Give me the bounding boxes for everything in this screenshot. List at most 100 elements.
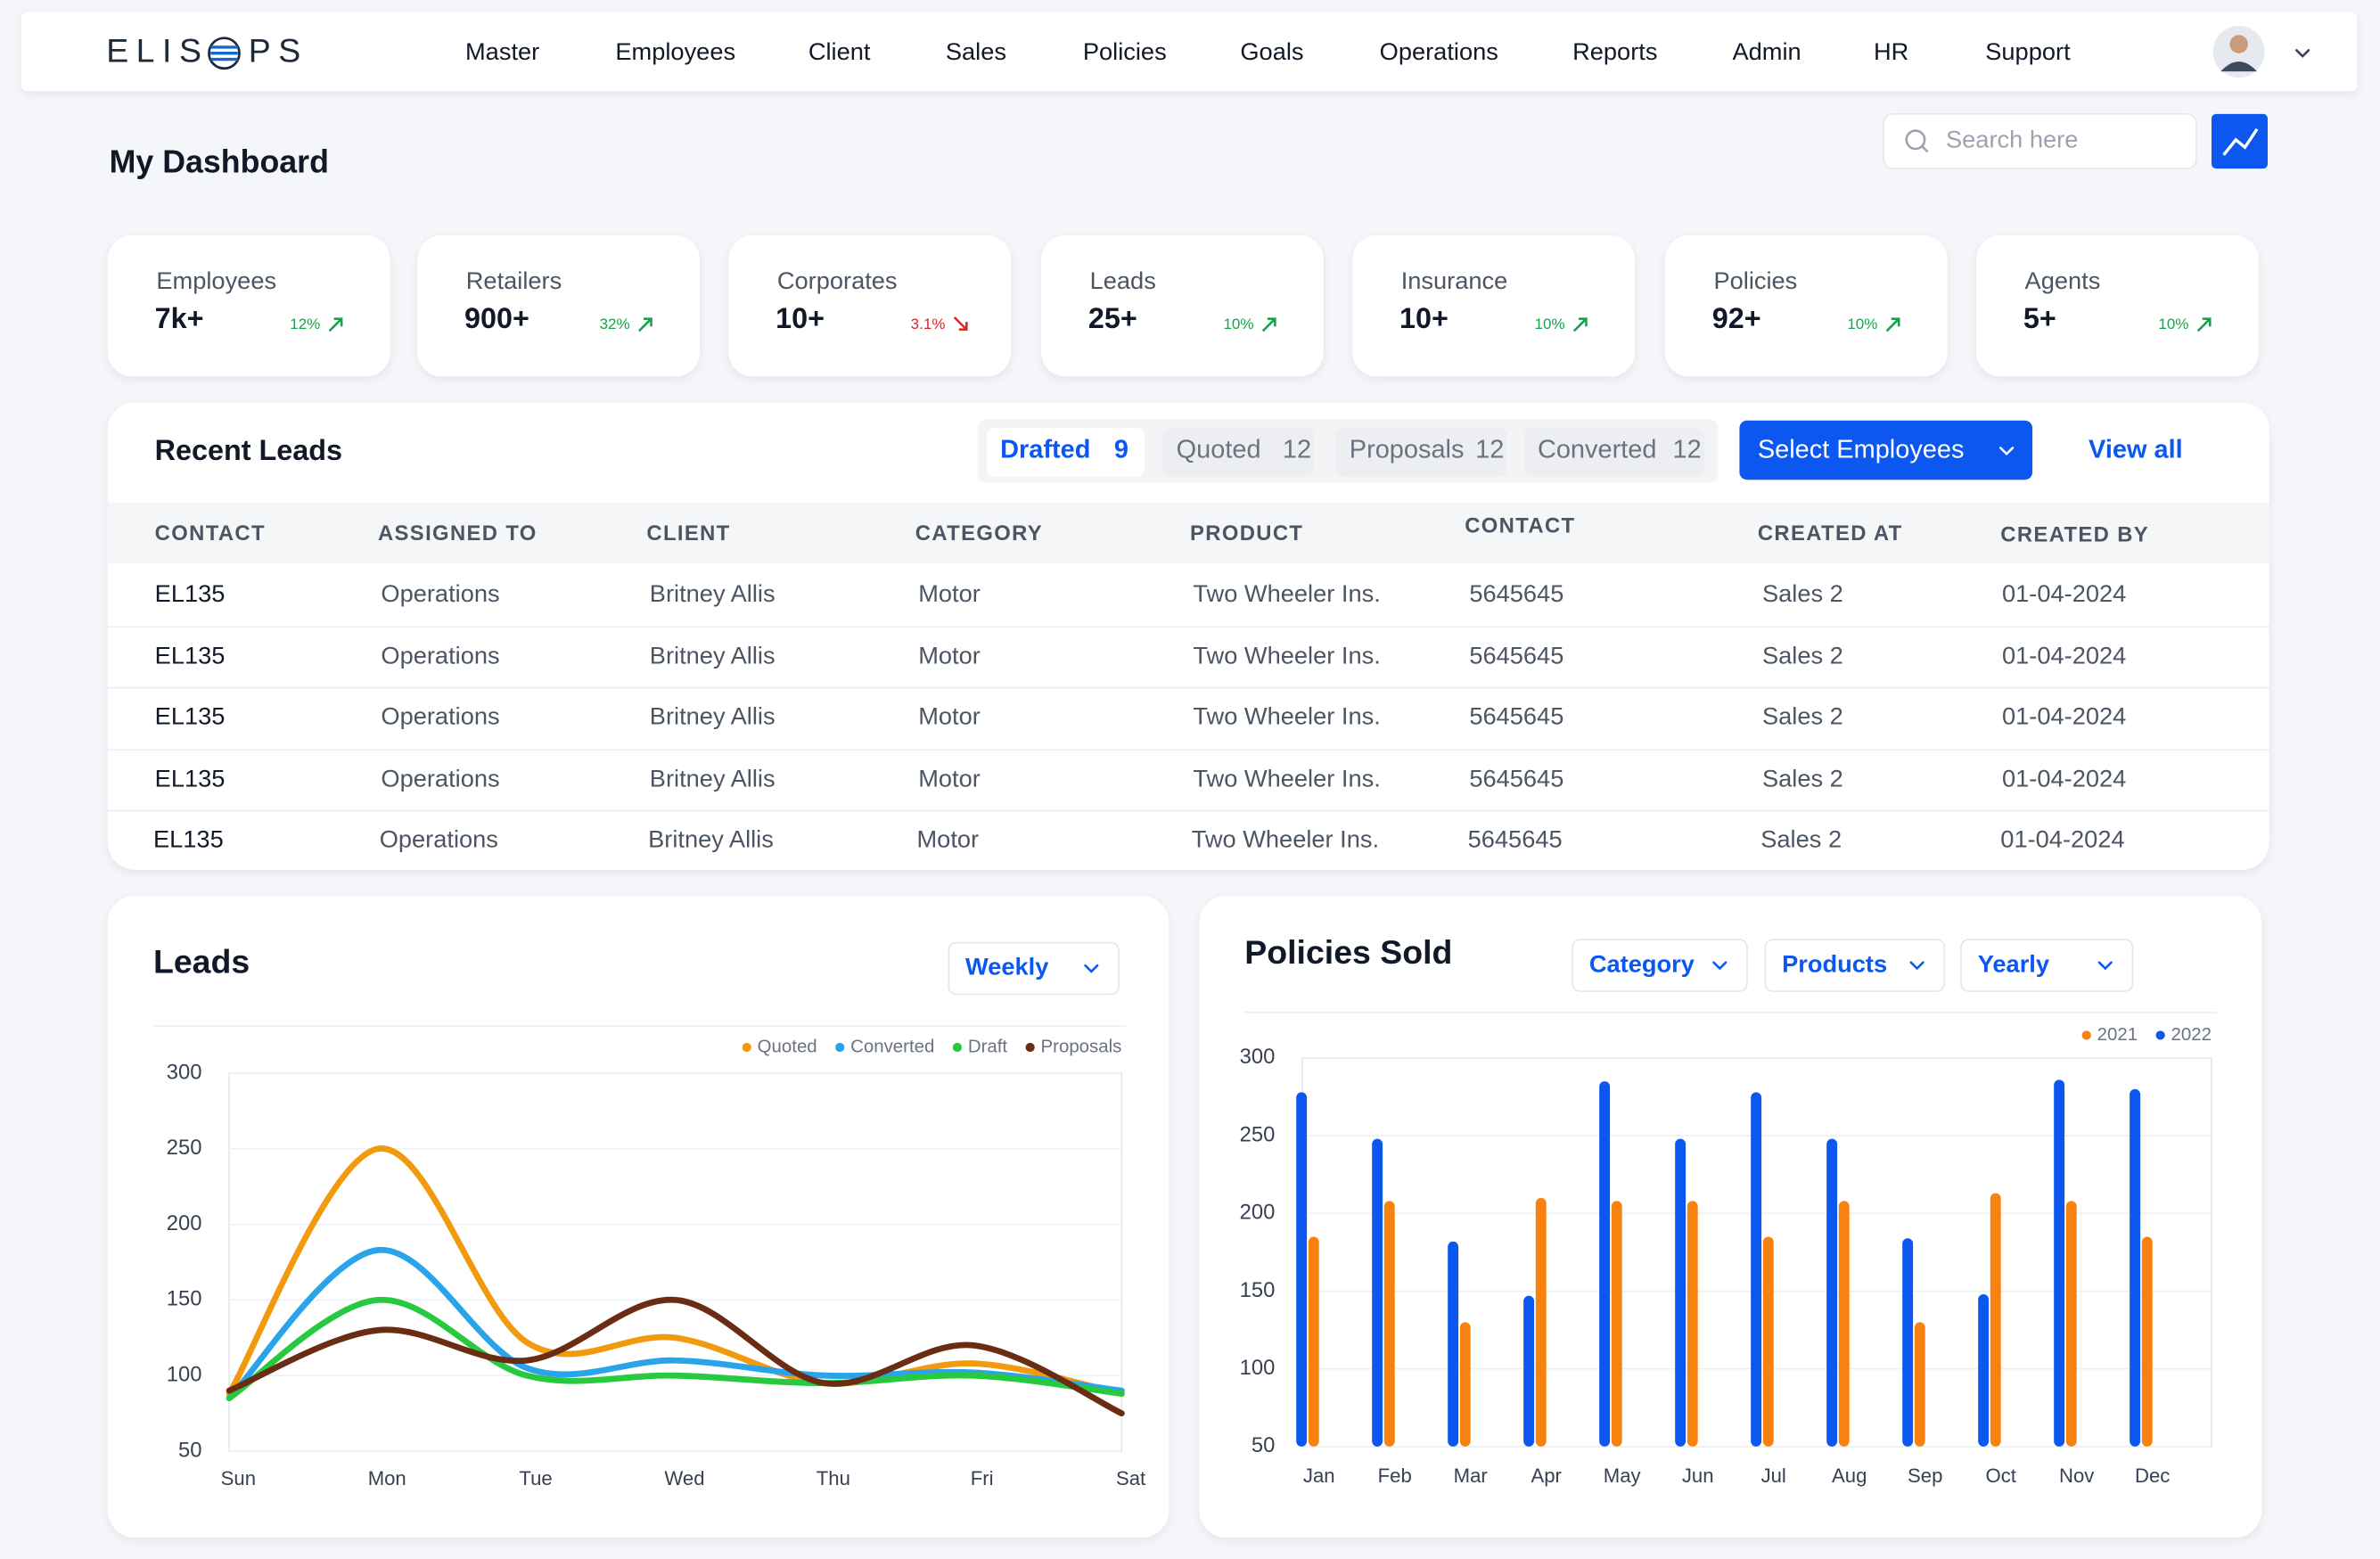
legend-dot bbox=[835, 1042, 845, 1053]
stat-value: 7k+ bbox=[155, 302, 204, 334]
filter-dropdown[interactable] bbox=[1764, 939, 1946, 992]
x-tick-label: Tue bbox=[519, 1467, 552, 1489]
x-tick-label: Dec bbox=[2135, 1465, 2170, 1487]
tab-active[interactable] bbox=[986, 428, 1145, 477]
bar bbox=[1523, 1295, 1535, 1447]
line-series bbox=[226, 1296, 1125, 1416]
y-tick-label: 250 bbox=[1240, 1122, 1276, 1146]
menu-item[interactable]: Client bbox=[808, 37, 871, 65]
x-tick-label: Feb bbox=[1378, 1465, 1412, 1487]
table-cell: Britney Allis bbox=[650, 702, 776, 730]
tab-count: 12 bbox=[1672, 435, 1701, 464]
menu-item[interactable]: Goals bbox=[1240, 37, 1303, 65]
menu-item[interactable]: Sales bbox=[946, 37, 1006, 65]
filter-dropdown[interactable] bbox=[948, 941, 1120, 996]
table-cell: Two Wheeler Ins. bbox=[1192, 825, 1379, 853]
x-tick-label: Oct bbox=[1985, 1465, 2015, 1487]
table-cell: 01-04-2024 bbox=[2000, 825, 2124, 853]
menu-item[interactable]: Master bbox=[465, 37, 539, 65]
menu-item[interactable]: Employees bbox=[615, 37, 735, 65]
table-cell: 5645645 bbox=[1469, 765, 1563, 792]
bar bbox=[1599, 1081, 1611, 1447]
menu-item[interactable]: Admin bbox=[1732, 37, 1801, 65]
stat-label: Policies bbox=[1713, 267, 1797, 294]
bar bbox=[1990, 1193, 2001, 1447]
bar bbox=[1372, 1138, 1383, 1447]
bar bbox=[1902, 1238, 1914, 1447]
stat-label: Leads bbox=[1090, 267, 1156, 294]
menu-item[interactable]: Reports bbox=[1572, 37, 1657, 65]
search-placeholder: Search here bbox=[1946, 126, 2078, 153]
filter-dropdown[interactable] bbox=[1960, 939, 2134, 992]
filter-dropdown[interactable] bbox=[1572, 939, 1748, 992]
table-cell: Motor bbox=[918, 702, 981, 730]
stat-value: 5+ bbox=[2023, 302, 2056, 334]
chevron-icon bbox=[2097, 961, 2113, 971]
trend-arrow bbox=[328, 317, 343, 332]
table-cell: Sales 2 bbox=[1762, 579, 1843, 607]
y-tick-label: 50 bbox=[178, 1438, 202, 1462]
stat-value: 10+ bbox=[1399, 302, 1449, 334]
table-cell: Operations bbox=[381, 765, 499, 792]
page-title: My Dashboard bbox=[110, 144, 329, 179]
view-all-link[interactable]: View all bbox=[2089, 435, 2183, 464]
tab[interactable] bbox=[1162, 428, 1315, 477]
stat-change: 10% bbox=[1847, 316, 1877, 332]
table-cell: Britney Allis bbox=[650, 642, 776, 669]
logo-icon bbox=[208, 37, 241, 70]
select-button[interactable] bbox=[1739, 420, 2033, 480]
table-cell: Britney Allis bbox=[650, 765, 776, 792]
menu-item[interactable]: Support bbox=[1985, 37, 2071, 65]
table-cell: EL135 bbox=[155, 642, 226, 669]
table-cell: Motor bbox=[918, 642, 981, 669]
legend-label: Converted bbox=[850, 1037, 934, 1056]
tab[interactable] bbox=[1335, 428, 1507, 477]
x-tick-label: Mar bbox=[1454, 1465, 1488, 1487]
bar bbox=[2141, 1236, 2153, 1447]
bar bbox=[1751, 1092, 1762, 1447]
chevron-icon bbox=[2295, 49, 2310, 58]
chart-title: Leads bbox=[153, 942, 250, 980]
x-tick-label: Mon bbox=[368, 1467, 406, 1489]
search-box[interactable] bbox=[1883, 112, 2197, 169]
x-tick-label: Jan bbox=[1303, 1465, 1335, 1487]
legend-dot bbox=[2081, 1030, 2091, 1040]
bar bbox=[1535, 1197, 1547, 1447]
menu-item[interactable]: Operations bbox=[1380, 37, 1498, 65]
tab-label: Quoted bbox=[1177, 435, 1261, 464]
x-tick-label: Sun bbox=[221, 1467, 256, 1489]
bar bbox=[1459, 1322, 1471, 1447]
y-tick-label: 300 bbox=[167, 1060, 202, 1084]
bar bbox=[1838, 1201, 1850, 1447]
bar bbox=[2130, 1088, 2141, 1447]
legend-label: 2021 bbox=[2097, 1025, 2138, 1045]
menu-item[interactable]: Policies bbox=[1083, 37, 1167, 65]
legend-dot bbox=[952, 1042, 963, 1053]
tab[interactable] bbox=[1523, 428, 1705, 477]
table-cell: Motor bbox=[918, 579, 981, 607]
stat-label: Employees bbox=[156, 267, 276, 294]
stat-label: Agents bbox=[2025, 267, 2101, 294]
table-cell: EL135 bbox=[155, 702, 226, 730]
chevron-icon bbox=[1909, 961, 1925, 971]
nav-bar bbox=[21, 12, 2358, 92]
stat-card bbox=[1664, 235, 1948, 377]
legend-dot bbox=[2155, 1030, 2165, 1040]
stat-card bbox=[1352, 235, 1635, 377]
stat-change: 12% bbox=[290, 316, 320, 332]
stat-label: Retailers bbox=[466, 267, 562, 294]
table-cell: Sales 2 bbox=[1762, 642, 1843, 669]
line-series bbox=[226, 1145, 1125, 1397]
column-header: CLIENT bbox=[646, 521, 730, 546]
chart-icon bbox=[2222, 127, 2259, 156]
bar bbox=[1383, 1201, 1395, 1447]
bar bbox=[1448, 1241, 1459, 1447]
trend-arrow bbox=[953, 316, 968, 331]
table-cell: 01-04-2024 bbox=[2002, 579, 2126, 607]
bar bbox=[1308, 1236, 1319, 1447]
x-tick-label: Sat bbox=[1116, 1467, 1145, 1489]
menu-item[interactable]: HR bbox=[1874, 37, 1908, 65]
select-button-label: Select Employees bbox=[1758, 435, 1965, 464]
filter-label: Category bbox=[1589, 949, 1695, 977]
